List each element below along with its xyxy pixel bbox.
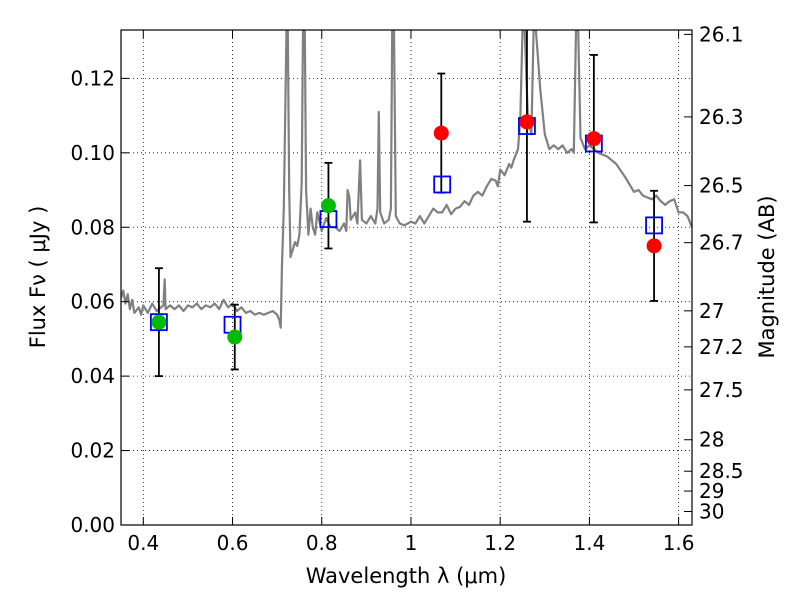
spectrum-line (121, 30, 692, 329)
x-tick-label: 0.4 (127, 531, 159, 555)
right-tick-label: 27 (699, 299, 724, 323)
y-tick-label: 0.02 (70, 439, 115, 463)
y-axis-label: Flux Fν ( μJy ) (26, 206, 50, 349)
x-tick-label: 0.8 (306, 531, 338, 555)
data-marks (121, 30, 692, 378)
right-tick-label: 29 (699, 479, 724, 503)
y-tick-label: 0.12 (70, 66, 115, 90)
model-square (150, 313, 168, 332)
right-tick-label: 27.2 (699, 335, 744, 359)
observed-point (151, 314, 167, 330)
y-tick-label: 0.10 (70, 141, 115, 165)
x-tick-label: 1.2 (484, 531, 516, 555)
plot-frame (120, 29, 693, 526)
axis-ticks: 0.4 0.6 0.8 1 1.2 1.4 1.6 0.00 0.02 0.04 0.06 0.08 0… (70, 22, 743, 555)
grid-lines (121, 30, 692, 526)
observed-point (586, 131, 602, 147)
right-tick-label: 28 (699, 428, 724, 452)
right-tick-label: 26.3 (699, 105, 744, 129)
observed-point (646, 238, 662, 254)
model-square (645, 216, 663, 235)
x-tick-label: 0.6 (217, 531, 249, 555)
x-tick-label: 1.6 (663, 531, 695, 555)
y-tick-label: 0.04 (70, 364, 115, 388)
model-square (433, 175, 452, 194)
x-axis-label: Wavelength λ (μm) (306, 564, 507, 588)
right-tick-label: 26.5 (699, 174, 744, 198)
observed-point (433, 125, 449, 141)
x-tick-label: 1 (405, 531, 418, 555)
y-tick-label: 0.06 (70, 290, 115, 314)
right-tick-label: 26.1 (699, 22, 744, 46)
x-tick-label: 1.4 (573, 531, 605, 555)
y-tick-label: 0.00 (70, 513, 115, 537)
observed-point (227, 329, 243, 345)
right-tick-label: 27.5 (699, 378, 744, 402)
observed-point (320, 198, 336, 214)
right-tick-label: 26.7 (699, 231, 744, 255)
y-tick-label: 0.08 (70, 215, 115, 239)
right-tick-label: 28.5 (699, 459, 744, 483)
right-tick-label: 30 (699, 499, 724, 523)
observed-point (519, 114, 535, 130)
right-axis-label: Magnitude (AB) (755, 195, 779, 358)
